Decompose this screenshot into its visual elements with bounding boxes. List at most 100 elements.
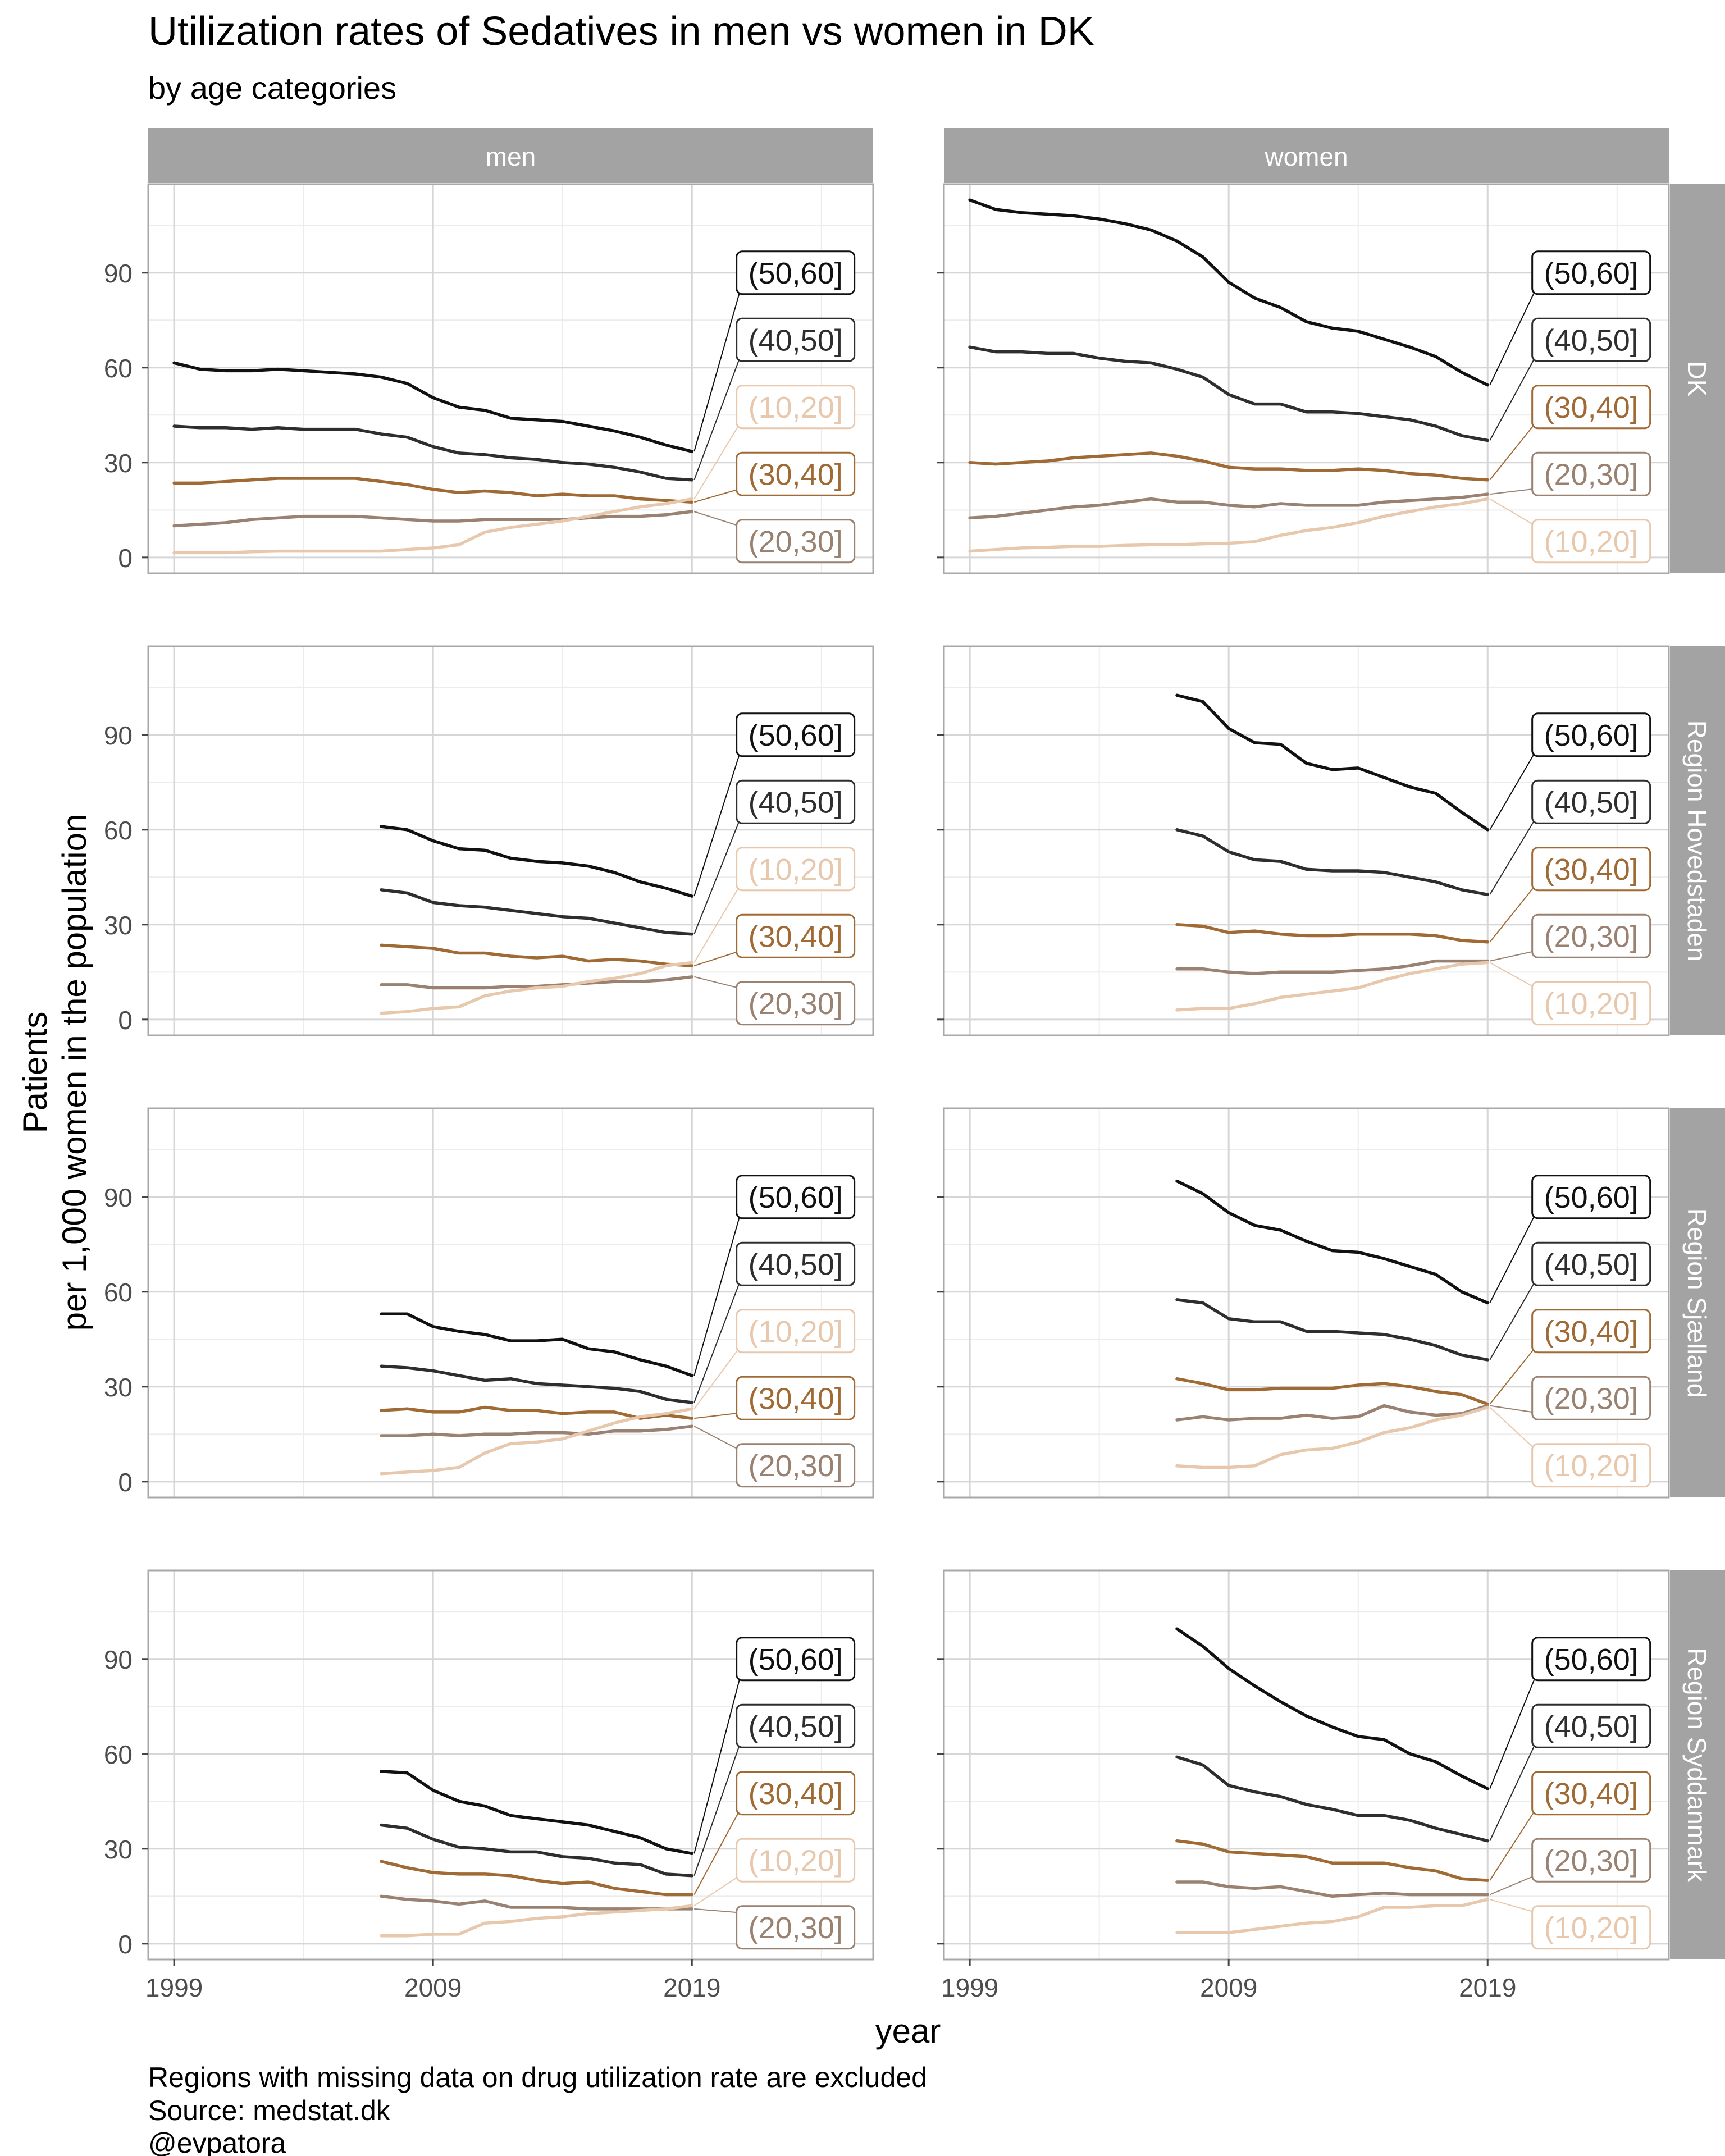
series-line-30-40 [1175,1377,1490,1406]
label-box-40-50 [1531,779,1651,824]
series-label-20-30: (20,30] [749,1911,843,1945]
series-label-50-60: (50,60] [749,1181,843,1214]
series-line-20-30 [380,975,694,990]
label-box-50-60 [1531,1175,1651,1219]
series-label-10-20: (10,20] [749,1315,843,1349]
label-box-10-20 [736,1309,856,1354]
label-box-40-50 [1531,1241,1651,1286]
x-tick-label: 2009 [404,1973,462,2002]
series-label-40-50: (40,50] [1544,1710,1639,1743]
y-axis-title-line2: per 1,000 women in the population [56,814,93,1331]
strip-region-hovedstaden: Region Hovedstaden [1670,646,1725,1035]
series-label-50-60: (50,60] [1544,257,1639,290]
label-connector-40-50 [693,1740,742,1876]
y-tick-label: 90 [104,1645,133,1674]
series-line-40-50 [968,345,1490,442]
y-tick-label: 90 [104,1183,133,1212]
label-box-30-40 [1531,1771,1651,1816]
label-box-30-40 [1531,847,1651,892]
series-label-10-20: (10,20] [1544,1911,1639,1945]
series-line-20-30 [1175,1880,1490,1898]
label-connector-50-60 [1489,1211,1537,1303]
series-line-50-60 [1175,1627,1490,1790]
strip-dk: DK [1670,184,1725,573]
series-label-40-50: (40,50] [749,323,843,357]
series-line-20-30 [380,1894,694,1911]
series-label-20-30: (20,30] [749,987,843,1021]
label-connector-20-30 [1489,1874,1537,1895]
series-label-40-50: (40,50] [749,1248,843,1281]
facet-panels: 0 30 60 90 (50,60] (40,50] (10,20] (30,40] (20,3… [104,128,1725,2002]
label-connector-40-50 [1489,816,1537,895]
label-connector-20-30 [694,1908,741,1913]
chart-title: Utilization rates of Sedatives in men vs… [148,9,1094,54]
label-box-20-30 [736,1905,856,1950]
label-connector-10-20 [1489,1898,1537,1913]
label-connector-30-40 [693,1807,742,1895]
series-line-50-60 [1175,693,1490,832]
x-tick-label: 1999 [941,1973,998,2002]
series-line-10-20 [172,497,694,555]
panel-background [148,184,873,573]
label-connector-10-20 [1489,498,1537,527]
panel-region-syddanmark-men: 0 30 60 90 1999 2009 2019 (50,60] (40,50] (30,40]… [104,1569,874,2002]
label-box-40-50 [736,1703,856,1748]
series-label-30-40: (30,40] [1544,853,1639,887]
y-tick-label: 0 [118,543,133,573]
label-connector-30-40 [1489,1807,1537,1881]
caption-line-1: Regions with missing data on drug utiliz… [148,2062,927,2093]
y-axis-title-line1: Patients [16,1012,54,1134]
y-tick-label: 60 [104,1740,133,1769]
series-label-50-60: (50,60] [1544,1181,1639,1214]
series-line-20-30 [172,510,694,528]
series-line-10-20 [380,1407,694,1476]
label-box-20-30 [736,1443,856,1488]
label-box-10-20 [736,1838,856,1883]
label-box-50-60 [736,1175,856,1219]
panel-border [147,1569,874,1961]
label-box-40-50 [1531,317,1651,362]
y-tick-label: 30 [104,1373,133,1402]
y-tick-label: 30 [104,449,133,478]
strip-label-region-hovedstaden: Region Hovedstaden [1682,720,1712,962]
label-box-30-40 [736,1771,856,1816]
panel-border [147,1107,874,1499]
series-line-20-30 [380,1424,694,1437]
series-label-40-50: (40,50] [749,1710,843,1743]
y-tick-label: 90 [104,721,133,750]
y-tick-label: 60 [104,354,133,383]
series-label-40-50: (40,50] [749,785,843,819]
panel-background [148,1108,873,1497]
x-tick-label: 1999 [145,1973,203,2002]
series-label-50-60: (50,60] [1544,1643,1639,1677]
series-label-50-60: (50,60] [1544,719,1639,752]
label-box-20-30 [736,981,856,1026]
strip-men: men [148,128,873,183]
label-connector-20-30 [1490,950,1537,962]
series-label-40-50: (40,50] [1544,323,1639,357]
strip-label-women: women [1264,142,1348,171]
panel-dk-women: (50,60] (40,50] (30,40] (20,30] (10,20] [937,183,1670,574]
series-line-20-30 [1175,1404,1490,1422]
y-tick-label: 0 [118,1006,133,1035]
label-connector-20-30 [693,511,741,527]
series-line-50-60 [380,1312,694,1377]
series-label-30-40: (30,40] [749,1382,843,1415]
label-connector-10-20 [1489,962,1537,989]
series-label-10-20: (10,20] [1544,525,1639,559]
series-line-50-60 [968,198,1490,387]
label-connector-20-30 [694,976,741,989]
strip-background [1670,1570,1725,1959]
caption-line-3: @evpatora [148,2127,286,2156]
y-tick-label: 0 [118,1930,133,1959]
label-box-10-20 [1531,519,1651,564]
series-line-50-60 [172,361,694,453]
label-connector-40-50 [693,816,742,935]
y-tick-label: 90 [104,259,133,288]
series-line-30-40 [380,1860,694,1897]
series-line-50-60 [1175,1179,1490,1305]
label-box-30-40 [1531,385,1651,430]
label-connector-50-60 [693,1673,742,1854]
label-connector-40-50 [693,1278,742,1403]
series-label-20-30: (20,30] [1544,458,1639,491]
